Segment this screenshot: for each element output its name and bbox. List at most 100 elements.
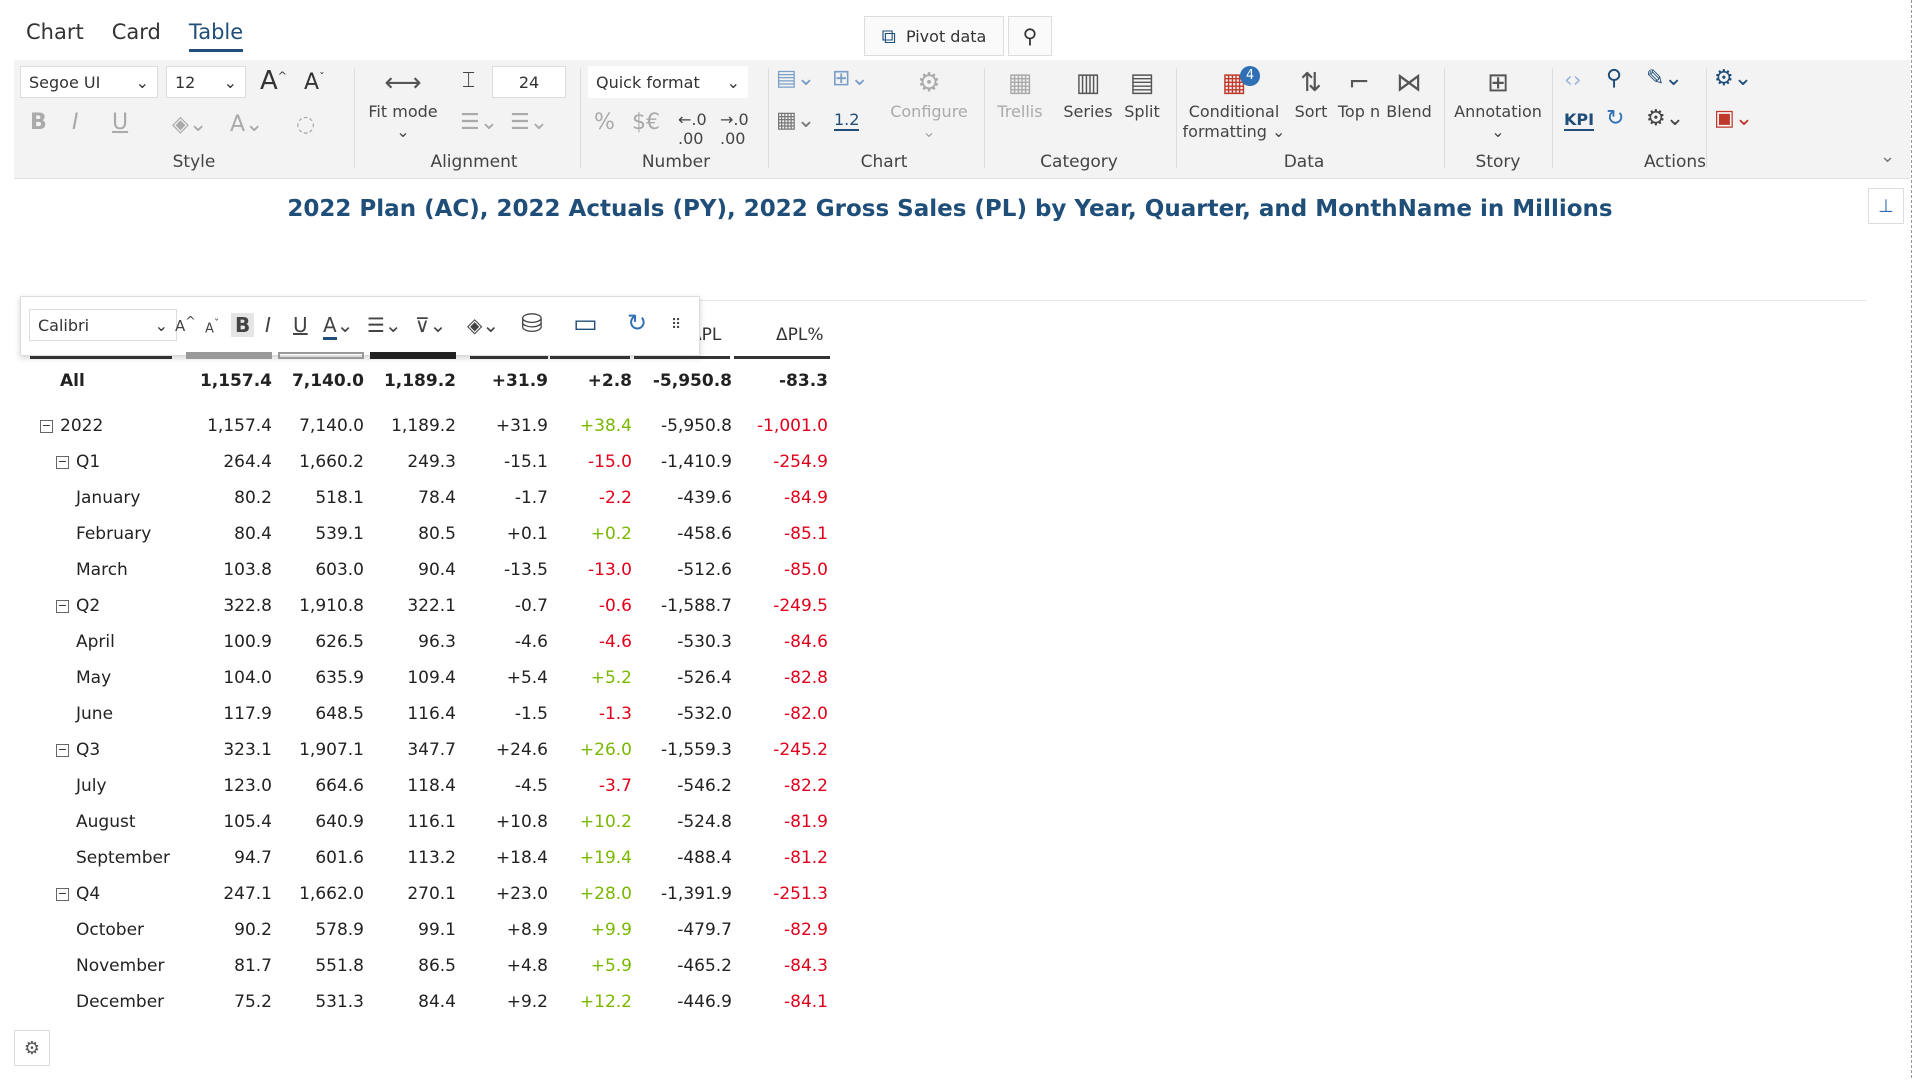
decrease-font-icon[interactable]: Aˇ <box>205 317 220 337</box>
top-n-button[interactable]: ⌐ Top n <box>1334 68 1384 122</box>
quick-format-select[interactable]: Quick format ⌄ <box>588 66 748 98</box>
collapse-icon[interactable]: − <box>56 455 69 469</box>
pivot-icon: ⧉ <box>881 24 896 48</box>
cell-c6: -446.9 <box>677 992 732 1012</box>
border-icon[interactable]: ⊽⌄ <box>415 313 447 337</box>
tab-table[interactable]: Table <box>188 20 244 52</box>
currency-icon[interactable]: $€ <box>632 110 660 135</box>
collapse-icon[interactable]: − <box>40 419 53 433</box>
cell-c4: +10.8 <box>495 812 548 832</box>
collapse-icon[interactable]: − <box>56 887 69 901</box>
row-label[interactable]: April <box>76 632 115 652</box>
row-label[interactable]: February <box>76 524 152 544</box>
row-label[interactable]: October <box>76 920 145 940</box>
bold-icon[interactable]: B <box>30 110 47 135</box>
row-label[interactable]: − Q1 <box>56 452 101 472</box>
decrease-font-icon[interactable]: Aˇ <box>304 70 325 95</box>
font-color-icon[interactable]: A⌄ <box>323 313 353 340</box>
increase-decimal-icon[interactable]: →.0.00 <box>720 110 749 148</box>
cell-c5: +12.2 <box>579 992 632 1012</box>
row-label[interactable]: December <box>76 992 165 1012</box>
pdf-export-icon[interactable]: ▣⌄ <box>1714 106 1754 131</box>
sort-button[interactable]: ⇅ Sort <box>1286 68 1336 122</box>
increase-font-icon[interactable]: A^ <box>175 313 196 335</box>
tab-chart[interactable]: Chart <box>26 20 84 44</box>
drill-down-button[interactable]: ⊥ <box>1868 188 1904 224</box>
row-label[interactable]: − Q2 <box>56 596 101 616</box>
rule-count-badge: 4 <box>1240 66 1260 86</box>
align-left-icon[interactable]: ☰⌄ <box>460 110 499 135</box>
drag-handle-icon[interactable]: ⠿ <box>671 317 682 333</box>
italic-icon[interactable]: I <box>72 110 79 135</box>
italic-icon[interactable]: I <box>265 313 271 337</box>
fit-mode-button[interactable]: ⟷ Fit mode ⌄ <box>360 68 446 142</box>
row-label[interactable]: − Q3 <box>56 740 101 760</box>
float-font-select[interactable]: Calibri ⌄ <box>29 309 177 341</box>
cell-c2: 7,140.0 <box>299 416 364 436</box>
search-icon[interactable]: ⚲ <box>1606 66 1623 91</box>
line-height-input[interactable]: 24 <box>492 66 566 98</box>
export-settings-icon[interactable]: ⚙⌄ <box>1714 66 1753 91</box>
percent-icon[interactable]: % <box>594 110 615 135</box>
settings-icon[interactable]: ⚙⌄ <box>1646 106 1685 131</box>
collapse-icon[interactable]: − <box>56 743 69 757</box>
underline-icon[interactable]: U <box>112 110 129 135</box>
row-label[interactable]: November <box>76 956 165 976</box>
hide-icon[interactable]: ◌ <box>296 112 316 137</box>
underline-icon[interactable]: U <box>293 313 308 337</box>
decimal-display[interactable]: 1.2 <box>834 110 860 131</box>
row-label[interactable]: March <box>76 560 128 580</box>
align-center-icon[interactable]: ☰⌄ <box>510 110 549 135</box>
decrease-decimal-icon[interactable]: ←.0.00 <box>678 110 707 148</box>
kpi-button[interactable]: KPI <box>1564 110 1595 131</box>
fill-color-icon[interactable]: ◈⌄ <box>172 112 208 137</box>
blend-button[interactable]: ⋈ Blend <box>1384 68 1434 122</box>
pivot-data-button[interactable]: ⧉ Pivot data <box>864 16 1004 56</box>
row-label[interactable]: June <box>76 704 114 724</box>
tab-card[interactable]: Card <box>111 20 161 44</box>
divider <box>20 300 1866 301</box>
cell-c7: -83.3 <box>779 371 828 391</box>
refresh-icon[interactable]: ↻ <box>627 309 648 337</box>
annotation-button[interactable]: ⊞ Annotation ⌄ <box>1450 68 1546 142</box>
cell-c6: -1,559.3 <box>660 740 732 760</box>
conditional-formatting-button[interactable]: ▦ Conditional formatting ⌄ <box>1180 68 1288 142</box>
split-button[interactable]: ▤ Split <box>1114 68 1170 122</box>
fill-icon[interactable]: ◈⌄ <box>467 313 500 337</box>
cell-c6: -465.2 <box>677 956 732 976</box>
collapse-icon[interactable]: − <box>56 599 69 613</box>
filter-pin-button[interactable]: ⚲ <box>1008 16 1052 56</box>
brush-icon[interactable]: ✎⌄ <box>1646 66 1683 91</box>
refresh-icon[interactable]: ↻ <box>1606 106 1625 131</box>
row-label[interactable]: July <box>76 776 107 796</box>
series-button[interactable]: ▥ Series <box>1058 68 1118 122</box>
divider <box>580 68 581 168</box>
ribbon-toolbar: Segoe UI ⌄ 12 ⌄ A^ Aˇ B I U ◈⌄ A⌄ ◌ Style … <box>14 60 1910 179</box>
row-label[interactable]: −2022 <box>40 416 104 436</box>
database-settings-icon[interactable]: ⛁ <box>521 309 543 339</box>
row-label[interactable]: January <box>76 488 141 508</box>
font-size-select[interactable]: 12 ⌄ <box>166 66 246 98</box>
cell-c7: -251.3 <box>773 884 828 904</box>
row-label[interactable]: May <box>76 668 112 688</box>
align-icon[interactable]: ☰⌄ <box>367 313 402 337</box>
font-family-select[interactable]: Segoe UI ⌄ <box>20 66 158 98</box>
row-label[interactable]: August <box>76 812 136 832</box>
row-label[interactable]: September <box>76 848 170 868</box>
chart-arrange-icon[interactable]: ▦⌄ <box>776 108 816 133</box>
font-color-icon[interactable]: A⌄ <box>230 112 264 137</box>
chart-settings-button[interactable]: ⚙ <box>14 1030 50 1066</box>
view-tabs: Chart Card Table <box>26 20 244 52</box>
cell-c2: 635.9 <box>315 668 364 688</box>
cell-c6: -5,950.8 <box>660 416 732 436</box>
configure-button[interactable]: ⚙ Configure ⌄ <box>884 68 974 142</box>
chart-type-icon[interactable]: ⊞⌄ <box>832 66 869 91</box>
increase-font-icon[interactable]: A^ <box>260 66 288 96</box>
bold-icon[interactable]: B <box>231 313 255 337</box>
trellis-button[interactable]: ▦ Trellis <box>990 68 1050 122</box>
row-label[interactable]: − Q4 <box>56 884 101 904</box>
chart-layout-icon[interactable]: ▤⌄ <box>776 66 816 91</box>
collapse-ribbon-icon[interactable]: ⌄ <box>1880 146 1896 167</box>
code-icon[interactable]: ‹› <box>1564 68 1582 93</box>
edit-table-icon[interactable]: ▭ <box>573 309 598 339</box>
